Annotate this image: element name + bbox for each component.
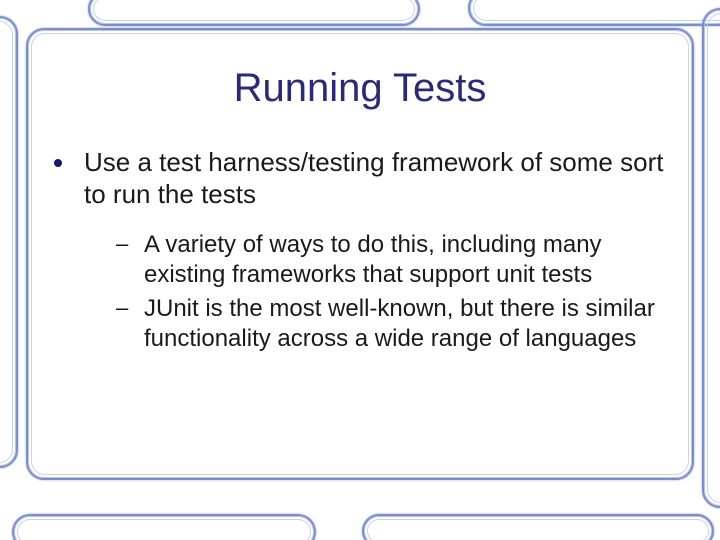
sub-bullet-text: A variety of ways to do this, including … — [144, 231, 602, 288]
decorative-frame — [702, 8, 720, 508]
slide-title: Running Tests — [48, 66, 672, 111]
sub-bullet-item: A variety of ways to do this, including … — [138, 230, 672, 290]
slide: Running Tests Use a test harness/testing… — [0, 0, 720, 540]
decorative-frame — [362, 514, 714, 540]
bullet-text: Use a test harness/testing framework of … — [84, 147, 663, 209]
bullet-list-level1: Use a test harness/testing framework of … — [48, 147, 672, 353]
sub-bullet-text: JUnit is the most well-known, but there … — [144, 295, 655, 352]
decorative-frame — [0, 16, 18, 468]
decorative-frame — [12, 514, 316, 540]
slide-content: Running Tests Use a test harness/testing… — [48, 48, 672, 492]
sub-bullet-item: JUnit is the most well-known, but there … — [138, 294, 672, 354]
decorative-frame — [88, 0, 420, 26]
decorative-frame — [468, 0, 720, 26]
bullet-item: Use a test harness/testing framework of … — [76, 147, 672, 353]
bullet-list-level2: A variety of ways to do this, including … — [84, 230, 672, 353]
